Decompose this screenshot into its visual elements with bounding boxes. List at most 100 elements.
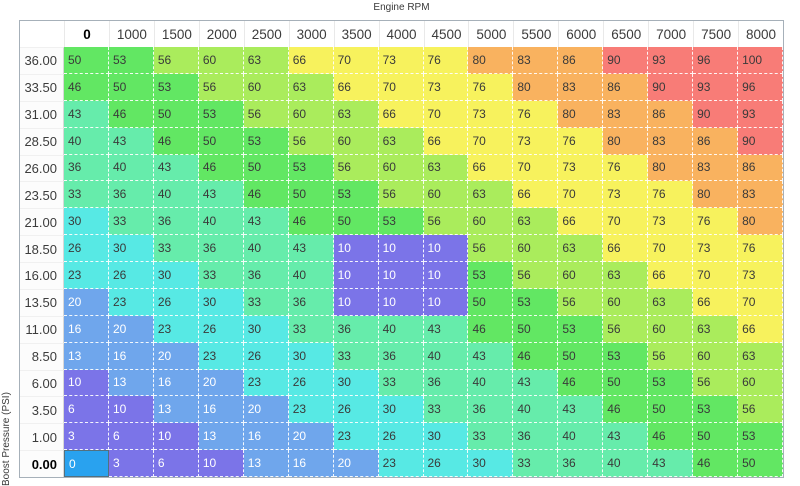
table-cell-0.00-8000[interactable]: 50 [738, 450, 783, 477]
table-cell-0.00-7000[interactable]: 43 [648, 450, 694, 477]
col-header-2500[interactable]: 2500 [243, 21, 289, 47]
table-cell-18.50-7000[interactable]: 70 [648, 235, 694, 262]
table-cell-8.50-2000[interactable]: 23 [198, 342, 244, 370]
table-cell-33.50-1500[interactable]: 53 [153, 73, 199, 101]
table-cell-3.50-3500[interactable]: 26 [333, 396, 379, 424]
table-cell-26.00-6500[interactable]: 76 [603, 154, 649, 182]
table-cell-33.50-2500[interactable]: 60 [243, 73, 289, 101]
table-cell-36.00-4000[interactable]: 73 [378, 47, 424, 74]
table-cell-33.50-3500[interactable]: 66 [333, 73, 379, 101]
table-cell-0.00-4000[interactable]: 23 [378, 450, 424, 477]
table-cell-21.00-2500[interactable]: 43 [243, 208, 289, 236]
col-header-3000[interactable]: 3000 [288, 21, 334, 47]
table-cell-28.50-0[interactable]: 40 [64, 127, 109, 155]
table-cell-8.50-3000[interactable]: 30 [288, 342, 334, 370]
table-cell-23.50-6500[interactable]: 73 [603, 181, 649, 209]
table-cell-36.00-5500[interactable]: 83 [513, 47, 559, 74]
table-cell-11.00-3500[interactable]: 36 [333, 315, 379, 343]
table-cell-3.50-3000[interactable]: 23 [288, 396, 334, 424]
table-cell-28.50-2000[interactable]: 50 [198, 127, 244, 155]
table-cell-13.50-7000[interactable]: 63 [648, 288, 694, 316]
table-cell-31.00-3500[interactable]: 63 [333, 100, 379, 128]
table-cell-26.00-7500[interactable]: 83 [693, 154, 739, 182]
table-cell-21.00-4000[interactable]: 53 [378, 208, 424, 236]
table-cell-6.00-2500[interactable]: 23 [243, 369, 289, 397]
table-cell-28.50-4500[interactable]: 66 [423, 127, 469, 155]
table-cell-0.00-5500[interactable]: 33 [513, 450, 559, 477]
table-cell-36.00-7500[interactable]: 96 [693, 47, 739, 74]
table-cell-26.00-0[interactable]: 36 [64, 154, 109, 182]
table-cell-33.50-7000[interactable]: 90 [648, 73, 694, 101]
col-header-7500[interactable]: 7500 [693, 21, 739, 47]
table-cell-0.00-6000[interactable]: 36 [558, 450, 604, 477]
table-cell-16.00-0[interactable]: 23 [64, 262, 109, 289]
table-cell-21.00-6500[interactable]: 70 [603, 208, 649, 236]
row-header-6.00[interactable]: 6.00 [20, 369, 64, 397]
table-cell-0.00-5000[interactable]: 30 [468, 450, 514, 477]
table-cell-16.00-7500[interactable]: 70 [693, 262, 739, 289]
table-cell-33.50-7500[interactable]: 93 [693, 73, 739, 101]
table-cell-16.00-6000[interactable]: 60 [558, 262, 604, 289]
table-cell-13.50-4500[interactable]: 10 [423, 288, 469, 316]
table-cell-18.50-2500[interactable]: 40 [243, 235, 289, 262]
table-cell-26.00-2000[interactable]: 46 [198, 154, 244, 182]
row-header-23.50[interactable]: 23.50 [20, 181, 64, 209]
table-cell-36.00-6000[interactable]: 86 [558, 47, 604, 74]
table-cell-3.50-2000[interactable]: 16 [198, 396, 244, 424]
table-cell-18.50-3000[interactable]: 43 [288, 235, 334, 262]
table-cell-31.00-6500[interactable]: 83 [603, 100, 649, 128]
table-cell-0.00-6500[interactable]: 40 [603, 450, 649, 477]
col-header-1000[interactable]: 1000 [108, 21, 154, 47]
table-cell-36.00-8000[interactable]: 100 [738, 47, 783, 74]
table-cell-1.00-3500[interactable]: 23 [333, 423, 379, 451]
table-cell-23.50-4000[interactable]: 56 [378, 181, 424, 209]
row-header-33.50[interactable]: 33.50 [20, 73, 64, 101]
table-cell-6.00-7500[interactable]: 56 [693, 369, 739, 397]
table-cell-23.50-2500[interactable]: 46 [243, 181, 289, 209]
table-cell-13.50-7500[interactable]: 66 [693, 288, 739, 316]
table-cell-26.00-1000[interactable]: 40 [108, 154, 154, 182]
table-cell-31.00-3000[interactable]: 60 [288, 100, 334, 128]
table-cell-26.00-3000[interactable]: 53 [288, 154, 334, 182]
table-cell-3.50-1000[interactable]: 10 [108, 396, 154, 424]
table-cell-13.50-6500[interactable]: 60 [603, 288, 649, 316]
col-header-3500[interactable]: 3500 [333, 21, 379, 47]
table-cell-11.00-3000[interactable]: 33 [288, 315, 334, 343]
table-cell-11.00-5500[interactable]: 50 [513, 315, 559, 343]
table-cell-8.50-6500[interactable]: 53 [603, 342, 649, 370]
col-header-5500[interactable]: 5500 [513, 21, 559, 47]
col-header-6000[interactable]: 6000 [558, 21, 604, 47]
table-cell-33.50-4000[interactable]: 70 [378, 73, 424, 101]
table-cell-13.50-5500[interactable]: 53 [513, 288, 559, 316]
row-header-26.00[interactable]: 26.00 [20, 154, 64, 182]
table-cell-0.00-0[interactable]: 0 [64, 450, 109, 477]
table-cell-18.50-7500[interactable]: 73 [693, 235, 739, 262]
table-cell-0.00-3000[interactable]: 16 [288, 450, 334, 477]
table-cell-13.50-5000[interactable]: 50 [468, 288, 514, 316]
table-cell-33.50-6500[interactable]: 86 [603, 73, 649, 101]
table-cell-11.00-0[interactable]: 16 [64, 315, 109, 343]
table-cell-13.50-3500[interactable]: 10 [333, 288, 379, 316]
table-cell-36.00-2500[interactable]: 63 [243, 47, 289, 74]
table-cell-33.50-0[interactable]: 46 [64, 73, 109, 101]
table-cell-1.00-3000[interactable]: 20 [288, 423, 334, 451]
table-cell-26.00-4000[interactable]: 60 [378, 154, 424, 182]
table-cell-36.00-3000[interactable]: 66 [288, 47, 334, 74]
table-cell-33.50-2000[interactable]: 56 [198, 73, 244, 101]
table-cell-6.00-1000[interactable]: 13 [108, 369, 154, 397]
table-cell-36.00-1000[interactable]: 53 [108, 47, 154, 74]
table-cell-1.00-5000[interactable]: 33 [468, 423, 514, 451]
table-cell-8.50-5000[interactable]: 43 [468, 342, 514, 370]
table-cell-6.00-2000[interactable]: 20 [198, 369, 244, 397]
col-header-0[interactable]: 0 [64, 21, 109, 47]
table-cell-23.50-7000[interactable]: 76 [648, 181, 694, 209]
table-cell-1.00-8000[interactable]: 53 [738, 423, 783, 451]
table-cell-33.50-6000[interactable]: 83 [558, 73, 604, 101]
table-cell-8.50-0[interactable]: 13 [64, 342, 109, 370]
table-cell-13.50-1000[interactable]: 23 [108, 288, 154, 316]
table-cell-23.50-7500[interactable]: 80 [693, 181, 739, 209]
table-cell-13.50-4000[interactable]: 10 [378, 288, 424, 316]
table-cell-36.00-4500[interactable]: 76 [423, 47, 469, 74]
table-cell-31.00-7000[interactable]: 86 [648, 100, 694, 128]
table-cell-13.50-6000[interactable]: 56 [558, 288, 604, 316]
